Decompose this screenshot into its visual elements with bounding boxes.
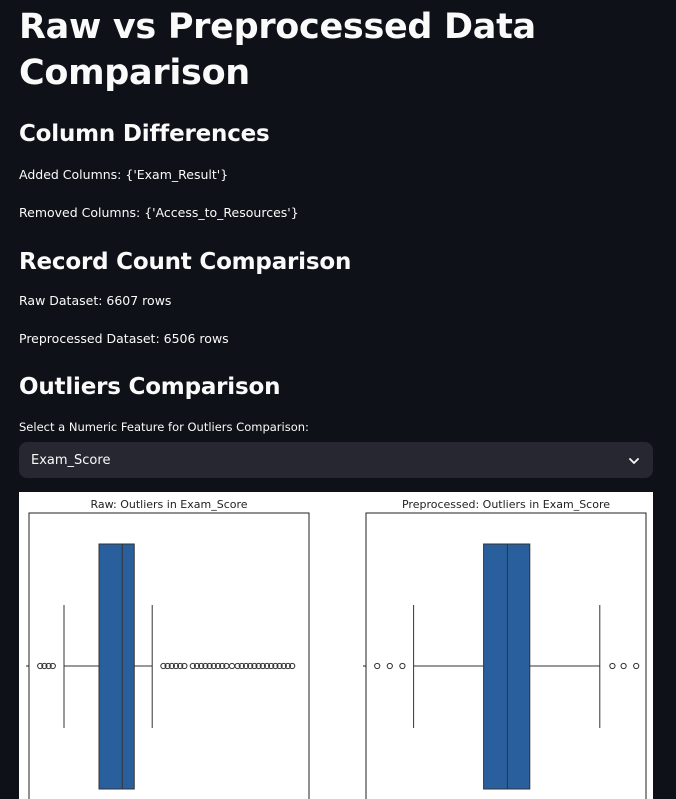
outlier-point bbox=[609, 662, 616, 670]
outlier-point bbox=[168, 662, 175, 670]
outlier-point bbox=[177, 662, 184, 670]
outlier-point bbox=[276, 662, 283, 670]
chart-title: Raw: Outliers in Exam_Score bbox=[90, 498, 247, 511]
outlier-point bbox=[189, 662, 196, 670]
outlier-point bbox=[49, 662, 56, 670]
outlier-point bbox=[160, 662, 167, 670]
outlier-point bbox=[374, 662, 381, 670]
outlier-point bbox=[280, 662, 287, 670]
outlier-point bbox=[164, 662, 171, 670]
outlier-point bbox=[214, 662, 222, 670]
feature-select[interactable]: Exam_Score bbox=[19, 442, 653, 478]
outliers-boxplot-figure: Raw: Outliers in Exam_Score Preprocessed:… bbox=[19, 492, 653, 799]
outlier-point bbox=[219, 662, 226, 670]
outlier-point bbox=[386, 662, 393, 670]
outlier-point bbox=[289, 662, 296, 670]
outlier-point bbox=[210, 662, 217, 670]
outlier-point bbox=[238, 662, 245, 670]
axes-frame bbox=[28, 512, 310, 799]
added-columns-text: Added Columns: {'Exam_Result'} bbox=[19, 167, 229, 182]
outlier-point bbox=[228, 662, 236, 670]
outlier-point bbox=[251, 662, 258, 670]
preprocessed-count-text: Preprocessed Dataset: 6506 rows bbox=[19, 331, 229, 346]
outlier-point bbox=[284, 662, 292, 670]
outlier-point bbox=[399, 662, 406, 670]
page-title: Raw vs Preprocessed Data Comparison bbox=[19, 7, 536, 93]
outlier-point bbox=[268, 662, 275, 670]
iqr-box bbox=[483, 543, 531, 790]
outlier-point bbox=[202, 662, 209, 670]
outlier-point bbox=[620, 662, 627, 670]
outlier-point bbox=[41, 662, 48, 670]
removed-columns-text: Removed Columns: {'Access_to_Resources'} bbox=[19, 205, 299, 220]
outlier-point bbox=[272, 662, 279, 670]
boxplot-svg: Raw: Outliers in Exam_Score Preprocessed:… bbox=[26, 498, 647, 799]
feature-select-label: Select a Numeric Feature for Outliers Co… bbox=[19, 420, 309, 434]
outlier-point bbox=[172, 662, 180, 670]
outlier-point bbox=[198, 662, 205, 670]
record-count-heading: Record Count Comparison bbox=[19, 249, 352, 275]
outlier-point bbox=[247, 662, 254, 670]
raw-count-text: Raw Dataset: 6607 rows bbox=[19, 293, 172, 308]
outlier-point bbox=[242, 662, 250, 670]
feature-select-value: Exam_Score bbox=[31, 452, 111, 468]
outlier-point bbox=[37, 662, 44, 670]
outlier-point bbox=[263, 662, 271, 670]
outlier-point bbox=[45, 662, 52, 670]
outlier-point bbox=[181, 662, 188, 670]
column-differences-heading: Column Differences bbox=[19, 121, 270, 147]
outlier-point bbox=[633, 662, 640, 670]
outliers-heading: Outliers Comparison bbox=[19, 374, 281, 400]
outlier-point bbox=[193, 662, 201, 670]
outlier-point bbox=[234, 662, 241, 670]
outlier-point bbox=[206, 662, 213, 670]
outlier-point bbox=[255, 662, 262, 670]
outlier-point bbox=[259, 662, 266, 670]
chevron-down-icon bbox=[627, 453, 641, 467]
chart-title: Preprocessed: Outliers in Exam_Score bbox=[402, 498, 610, 511]
axes-frame bbox=[365, 512, 647, 799]
iqr-box bbox=[98, 543, 135, 790]
